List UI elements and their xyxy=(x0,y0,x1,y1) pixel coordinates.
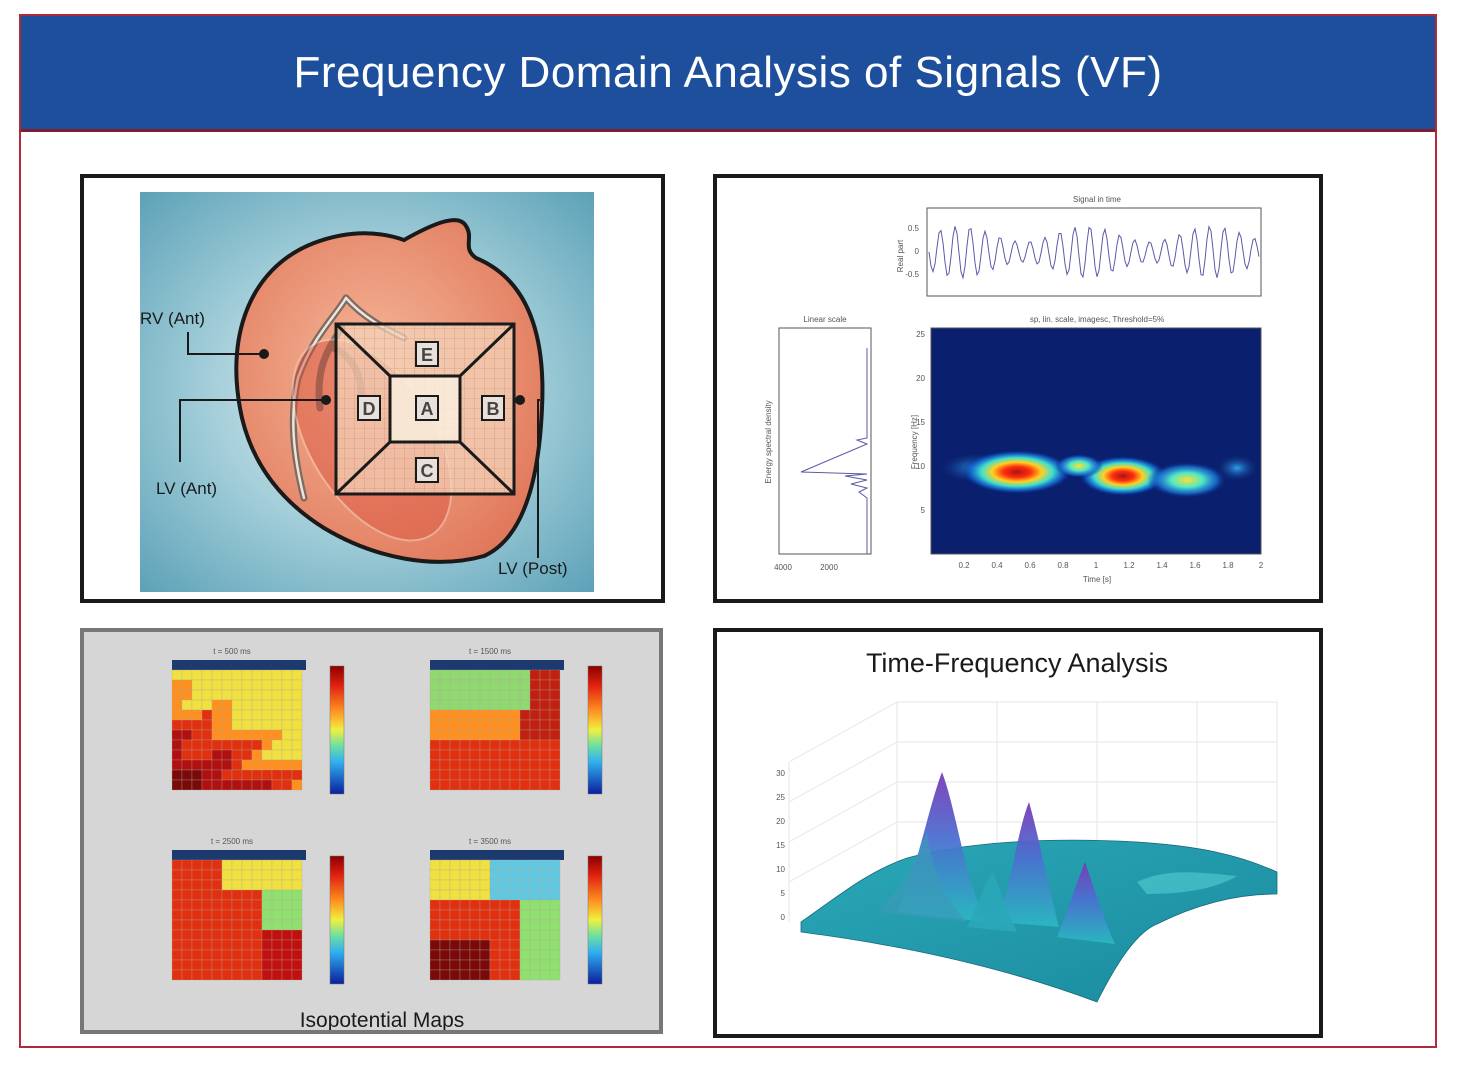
spectrogram-ytick: 15 xyxy=(916,418,925,427)
slide-title: Frequency Domain Analysis of Signals (VF… xyxy=(293,47,1163,97)
esd-title: Linear scale xyxy=(803,315,847,324)
heart-diagram: E D A B C RV (Ant) LV (Ant) LV (Post) xyxy=(140,192,594,592)
spectrogram-xlabel: Time [s] xyxy=(1083,575,1111,584)
isopotential-caption: Isopotential Maps xyxy=(300,1009,465,1030)
spectrogram-xtick: 1.6 xyxy=(1189,561,1201,570)
colorbar xyxy=(329,665,345,795)
spectrogram-figure: Signal in time 0.5 0 -0.5 Real part Line… xyxy=(764,195,1264,584)
spectrogram-axes xyxy=(930,327,1262,555)
map-time-label: t = 500 ms xyxy=(213,647,251,656)
svg-text:E: E xyxy=(421,345,433,365)
spectrogram-title: sp, lin. scale, imagesc, Threshold=5% xyxy=(1030,315,1164,324)
esd-xtick: 4000 xyxy=(774,563,792,572)
spectrogram-xtick: 1.4 xyxy=(1156,561,1168,570)
colorbar xyxy=(587,665,603,795)
spectrogram-ytick: 25 xyxy=(916,330,925,339)
svg-text:A: A xyxy=(421,399,434,419)
isopotential-map: t = 3500 ms xyxy=(429,837,603,985)
colorbar xyxy=(329,855,345,985)
isopotential-map: t = 2500 ms xyxy=(171,837,345,985)
tfa-ztick: 30 xyxy=(776,769,785,778)
spectrogram-xtick: 1.8 xyxy=(1222,561,1234,570)
electrode-d: D xyxy=(357,395,381,421)
tfa-panel: Time-Frequency Analysis 30 25 20 15 10 5 0 xyxy=(713,628,1323,1038)
signal-ylabel: Real part xyxy=(896,239,905,272)
signal-trace xyxy=(928,224,1260,280)
heart-diagram-panel: E D A B C RV (Ant) LV (Ant) LV (Post) xyxy=(80,174,665,603)
svg-text:D: D xyxy=(363,399,376,419)
spectrogram-energy xyxy=(937,450,1259,498)
signal-title: Signal in time xyxy=(1073,195,1122,204)
tfa-ztick: 20 xyxy=(776,817,785,826)
spectrogram-xtick: 0.2 xyxy=(958,561,970,570)
spectrogram-xtick: 0.4 xyxy=(991,561,1003,570)
signal-ytick: -0.5 xyxy=(905,270,919,279)
tfa-surface xyxy=(800,772,1278,1003)
signal-ytick: 0 xyxy=(915,247,920,256)
spectrogram-xtick: 1.2 xyxy=(1123,561,1135,570)
label-rv-ant: RV (Ant) xyxy=(140,309,205,328)
map-time-label: t = 3500 ms xyxy=(469,837,511,846)
spectrogram-xtick: 2 xyxy=(1259,561,1264,570)
isopotential-maps: t = 500 ms t = 1500 ms t = 2500 ms t = 3500… xyxy=(171,647,603,1030)
electrode-e: E xyxy=(415,341,439,367)
map-time-label: t = 1500 ms xyxy=(469,647,511,656)
spectrogram-ylabel: Frequency [Hz] xyxy=(910,415,919,469)
spectrogram-xtick: 0.6 xyxy=(1024,561,1036,570)
svg-text:C: C xyxy=(421,461,434,481)
esd-axes xyxy=(778,327,872,555)
spectrogram-xtick: 0.8 xyxy=(1057,561,1069,570)
title-bar: Frequency Domain Analysis of Signals (VF… xyxy=(21,16,1435,132)
electrode-b: B xyxy=(481,395,505,421)
electrode-a: A xyxy=(415,395,439,421)
esd-xtick: 2000 xyxy=(820,563,838,572)
isopotential-map: t = 500 ms xyxy=(171,647,345,795)
tfa-ztick: 15 xyxy=(776,841,785,850)
tfa-ztick: 5 xyxy=(781,889,786,898)
label-lv-ant: LV (Ant) xyxy=(156,479,217,498)
isopotential-panel: t = 500 ms t = 1500 ms t = 2500 ms t = 3500… xyxy=(80,628,663,1034)
esd-trace xyxy=(800,348,869,554)
spectrogram-xtick: 1 xyxy=(1094,561,1099,570)
tfa-ztick: 10 xyxy=(776,865,785,874)
tfa-figure: Time-Frequency Analysis 30 25 20 15 10 5 0 xyxy=(776,648,1278,1003)
spectrogram-ytick: 20 xyxy=(916,374,925,383)
tfa-ztick: 0 xyxy=(781,913,786,922)
spectrogram-ytick: 5 xyxy=(921,506,926,515)
signal-ytick: 0.5 xyxy=(908,224,920,233)
esd-ylabel: Energy spectral density xyxy=(764,400,773,483)
colorbar xyxy=(587,855,603,985)
tfa-title: Time-Frequency Analysis xyxy=(866,648,1168,678)
label-lv-post: LV (Post) xyxy=(498,559,568,578)
map-time-label: t = 2500 ms xyxy=(211,837,253,846)
svg-text:B: B xyxy=(487,399,500,419)
isopotential-map: t = 1500 ms xyxy=(429,647,603,795)
spectrogram-ytick: 10 xyxy=(916,462,925,471)
spectrogram-panel: Signal in time 0.5 0 -0.5 Real part Line… xyxy=(713,174,1323,603)
tfa-grid xyxy=(788,701,1278,922)
tfa-ztick: 25 xyxy=(776,793,785,802)
electrode-c: C xyxy=(415,457,439,483)
